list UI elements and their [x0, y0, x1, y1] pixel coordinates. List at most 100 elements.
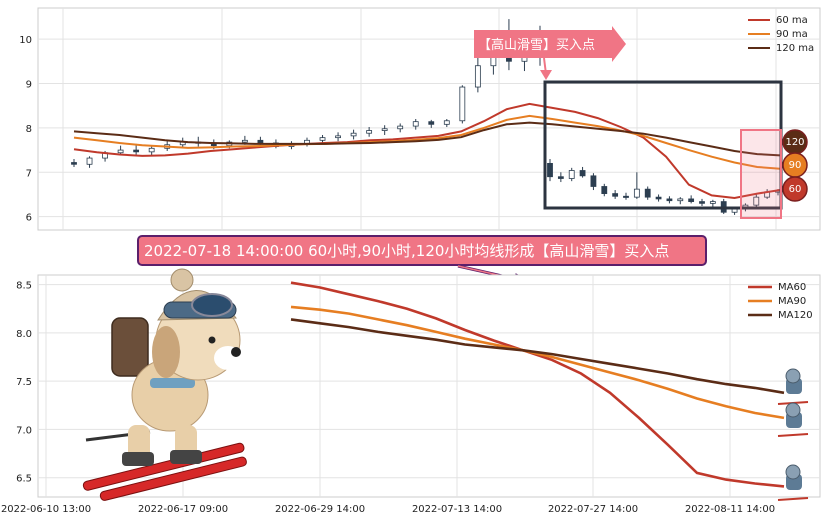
- candle-body: [633, 188, 640, 198]
- callout-arrow-shape: [474, 26, 626, 62]
- bottom-y-tick-label: 8.0: [16, 329, 32, 340]
- candle-body: [677, 198, 684, 202]
- ski-left: [82, 442, 245, 491]
- signal-banner: 2022-07-18 14:00:00 60小时,90小时,120小时均线形成【…: [137, 235, 707, 286]
- goggles-lens: [191, 293, 233, 317]
- ma120-line: [290, 318, 785, 395]
- candle-body: [753, 196, 760, 206]
- legend-label-ma90: MA90: [778, 296, 806, 307]
- candle-body: [428, 121, 435, 125]
- callout-pointer-head: [540, 70, 552, 80]
- hat-pompom: [170, 268, 194, 292]
- bottom-y-tick-label: 7.0: [16, 425, 32, 436]
- skier-3-head: [785, 464, 801, 480]
- candle-body: [612, 193, 619, 197]
- bottom-x-tick-label: 2022-07-13 14:00: [412, 504, 502, 515]
- candle-body: [474, 65, 481, 88]
- skier-2-skis: [777, 433, 809, 437]
- boot-left: [122, 452, 154, 466]
- candle-body: [241, 139, 248, 143]
- candle-body: [350, 132, 357, 137]
- candle-body: [666, 198, 673, 202]
- dog-eye: [208, 336, 216, 344]
- bottom-y-tick-label: 6.5: [16, 474, 32, 485]
- callout-label: 【高山滑雪】买入点: [478, 37, 595, 53]
- bottom-x-tick-label: 2022-07-27 14:00: [548, 504, 638, 515]
- boot-right: [170, 450, 202, 464]
- candle-body: [623, 195, 629, 198]
- top-grid: [38, 8, 820, 230]
- ma-line-90: [73, 114, 781, 170]
- badge-90-label: 90: [789, 160, 802, 171]
- legend-label-ma60: MA60: [778, 282, 806, 293]
- ma-line-120: [73, 121, 781, 157]
- candle-body: [335, 135, 341, 139]
- bottom-x-ticks: 2022-06-10 13:00 2022-06-17 09:00 2022-06-…: [1, 504, 775, 515]
- candle-body: [579, 170, 586, 177]
- candle-body: [547, 162, 553, 178]
- banner-background: [137, 235, 707, 266]
- ski-right: [99, 456, 247, 501]
- ma60-line: [290, 281, 785, 488]
- ma90-line: [290, 305, 785, 420]
- candle-body: [257, 139, 264, 144]
- skier-3-skis: [777, 497, 809, 501]
- candle-body: [366, 130, 373, 134]
- candle-body: [397, 125, 404, 130]
- badge-60: [782, 176, 808, 202]
- skier-mascots: [777, 368, 809, 501]
- candle-body: [381, 128, 388, 131]
- skier-2-head: [785, 402, 801, 418]
- badge-60-label: 60: [789, 184, 802, 195]
- skier-mascot-2: [777, 402, 809, 437]
- top-plot-area: [37, 7, 821, 231]
- skier-mascot-3: [777, 464, 809, 501]
- candle-body: [590, 175, 597, 187]
- candle-body: [148, 147, 155, 153]
- bottom-y-tick-label: 8.5: [16, 281, 32, 292]
- bottom-ma-lines: [290, 281, 785, 488]
- top-legend: 60 ma 90 ma 120 ma: [748, 15, 814, 54]
- badge-120-label: 120: [785, 137, 804, 148]
- candle-body: [443, 120, 450, 125]
- candle-body: [133, 149, 140, 153]
- bottom-x-tick-label: 2022-06-17 09:00: [138, 504, 228, 515]
- top-y-tick-label: 10: [19, 35, 32, 46]
- candle-body: [644, 188, 651, 198]
- bottom-legend: MA60 MA90 MA120: [748, 282, 813, 321]
- candle-body: [568, 170, 575, 179]
- dog-nose: [231, 347, 241, 357]
- candle-body: [459, 86, 466, 122]
- candle-body: [412, 121, 419, 127]
- top-y-tick-label: 8: [26, 124, 32, 135]
- banner-label: 2022-07-18 14:00:00 60小时,90小时,120小时均线形成【…: [144, 242, 669, 260]
- legend-label-60ma: 60 ma: [776, 15, 808, 26]
- top-y-tick-label: 6: [26, 213, 32, 224]
- top-y-tick-label: 9: [26, 79, 32, 90]
- scarf: [150, 378, 195, 388]
- candle-body: [117, 149, 124, 154]
- candle-body: [319, 137, 326, 141]
- top-y-ticks: 6 7 8 9 10: [19, 35, 32, 224]
- bottom-y-tick-label: 7.5: [16, 377, 32, 388]
- skiing-dog-illustration: [82, 268, 247, 501]
- bottom-x-tick-label: 2022-06-10 13:00: [1, 504, 91, 515]
- candle-body: [86, 157, 93, 165]
- candle-body: [699, 201, 705, 204]
- ma-line-60: [73, 102, 781, 200]
- candle-body: [601, 186, 608, 194]
- skier-1-head: [785, 368, 801, 384]
- candle-body: [709, 201, 716, 204]
- top-ma-lines: [73, 102, 781, 200]
- bottom-y-ticks: 6.5 7.0 7.5 8.0 8.5: [16, 281, 32, 485]
- legend-label-ma120: MA120: [778, 310, 813, 321]
- candle-body: [557, 176, 564, 179]
- legend-label-120ma: 120 ma: [776, 43, 814, 54]
- candle-body: [71, 162, 77, 165]
- bottom-x-tick-label: 2022-08-11 14:00: [685, 504, 775, 515]
- backpack: [111, 317, 149, 377]
- pink-highlight-box: [740, 129, 782, 219]
- legend-label-90ma: 90 ma: [776, 29, 808, 40]
- dog-ear: [152, 326, 180, 378]
